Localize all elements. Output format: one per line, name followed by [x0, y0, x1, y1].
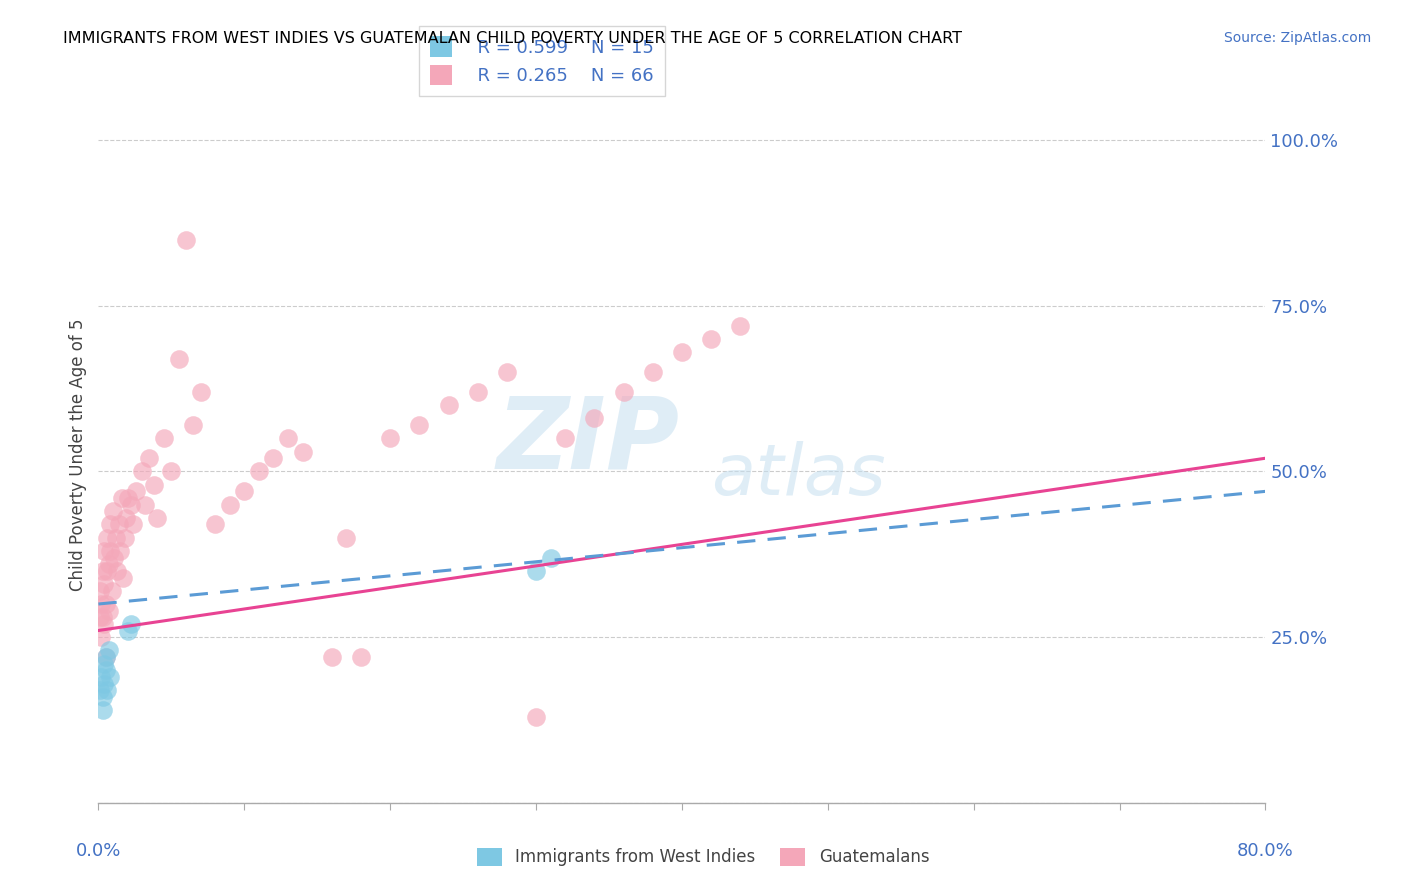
Point: [671, 345, 693, 359]
Point: [90, 597, 112, 611]
Point: [110, 544, 132, 558]
Text: 80.0%: 80.0%: [1237, 842, 1294, 860]
Point: [142, 477, 165, 491]
Point: [97, 604, 120, 618]
Point: [437, 398, 460, 412]
Point: [117, 624, 139, 638]
Point: [122, 517, 145, 532]
Point: [103, 550, 125, 565]
Point: [612, 384, 634, 399]
Point: [730, 318, 752, 333]
Legend:   R = 0.599    N = 15,   R = 0.265    N = 66: R = 0.599 N = 15, R = 0.265 N = 66: [419, 26, 665, 96]
Point: [117, 491, 139, 505]
Point: [98, 544, 121, 558]
Point: [94, 650, 117, 665]
Point: [641, 365, 664, 379]
Point: [146, 511, 169, 525]
Point: [112, 570, 135, 584]
Point: [153, 431, 176, 445]
Point: [291, 444, 314, 458]
Point: [262, 451, 284, 466]
Point: [380, 431, 402, 445]
Point: [91, 610, 114, 624]
Point: [524, 564, 547, 578]
Point: [101, 504, 124, 518]
Point: [125, 484, 148, 499]
Point: [93, 676, 115, 690]
Point: [218, 498, 240, 512]
Point: [167, 351, 190, 366]
Point: [174, 233, 197, 247]
Point: [93, 577, 115, 591]
Point: [90, 630, 112, 644]
Point: [115, 511, 138, 525]
Point: [105, 564, 128, 578]
Point: [94, 663, 117, 677]
Point: [233, 484, 256, 499]
Text: atlas: atlas: [711, 442, 886, 510]
Point: [97, 558, 120, 572]
Point: [335, 531, 357, 545]
Point: [91, 690, 114, 704]
Text: Source: ZipAtlas.com: Source: ZipAtlas.com: [1223, 31, 1371, 45]
Y-axis label: Child Poverty Under the Age of 5: Child Poverty Under the Age of 5: [69, 318, 87, 591]
Point: [120, 498, 142, 512]
Point: [89, 610, 111, 624]
Point: [94, 597, 117, 611]
Point: [583, 411, 606, 425]
Point: [89, 683, 111, 698]
Point: [120, 616, 142, 631]
Point: [160, 465, 183, 479]
Point: [181, 418, 204, 433]
Point: [700, 332, 723, 346]
Point: [321, 650, 343, 665]
Point: [98, 670, 121, 684]
Legend: Immigrants from West Indies, Guatemalans: Immigrants from West Indies, Guatemalans: [470, 841, 936, 873]
Text: IMMIGRANTS FROM WEST INDIES VS GUATEMALAN CHILD POVERTY UNDER THE AGE OF 5 CORRE: IMMIGRANTS FROM WEST INDIES VS GUATEMALA…: [63, 31, 962, 46]
Point: [96, 531, 118, 545]
Text: 0.0%: 0.0%: [76, 842, 121, 860]
Text: ZIP: ZIP: [498, 392, 681, 490]
Point: [111, 491, 134, 505]
Point: [496, 365, 519, 379]
Point: [277, 431, 299, 445]
Point: [408, 418, 430, 433]
Point: [131, 465, 153, 479]
Point: [93, 657, 115, 671]
Point: [104, 531, 127, 545]
Point: [114, 531, 136, 545]
Point: [91, 564, 114, 578]
Point: [91, 703, 114, 717]
Point: [89, 583, 111, 598]
Point: [247, 465, 270, 479]
Point: [96, 564, 118, 578]
Point: [97, 643, 120, 657]
Point: [134, 498, 156, 512]
Point: [554, 431, 576, 445]
Point: [90, 670, 112, 684]
Point: [350, 650, 373, 665]
Point: [204, 517, 226, 532]
Point: [138, 451, 160, 466]
Point: [467, 384, 489, 399]
Point: [540, 550, 562, 565]
Point: [524, 709, 547, 723]
Point: [190, 384, 212, 399]
Point: [100, 583, 122, 598]
Point: [108, 517, 131, 532]
Point: [96, 683, 118, 698]
Point: [94, 650, 117, 665]
Point: [98, 517, 121, 532]
Point: [93, 544, 115, 558]
Point: [93, 616, 115, 631]
